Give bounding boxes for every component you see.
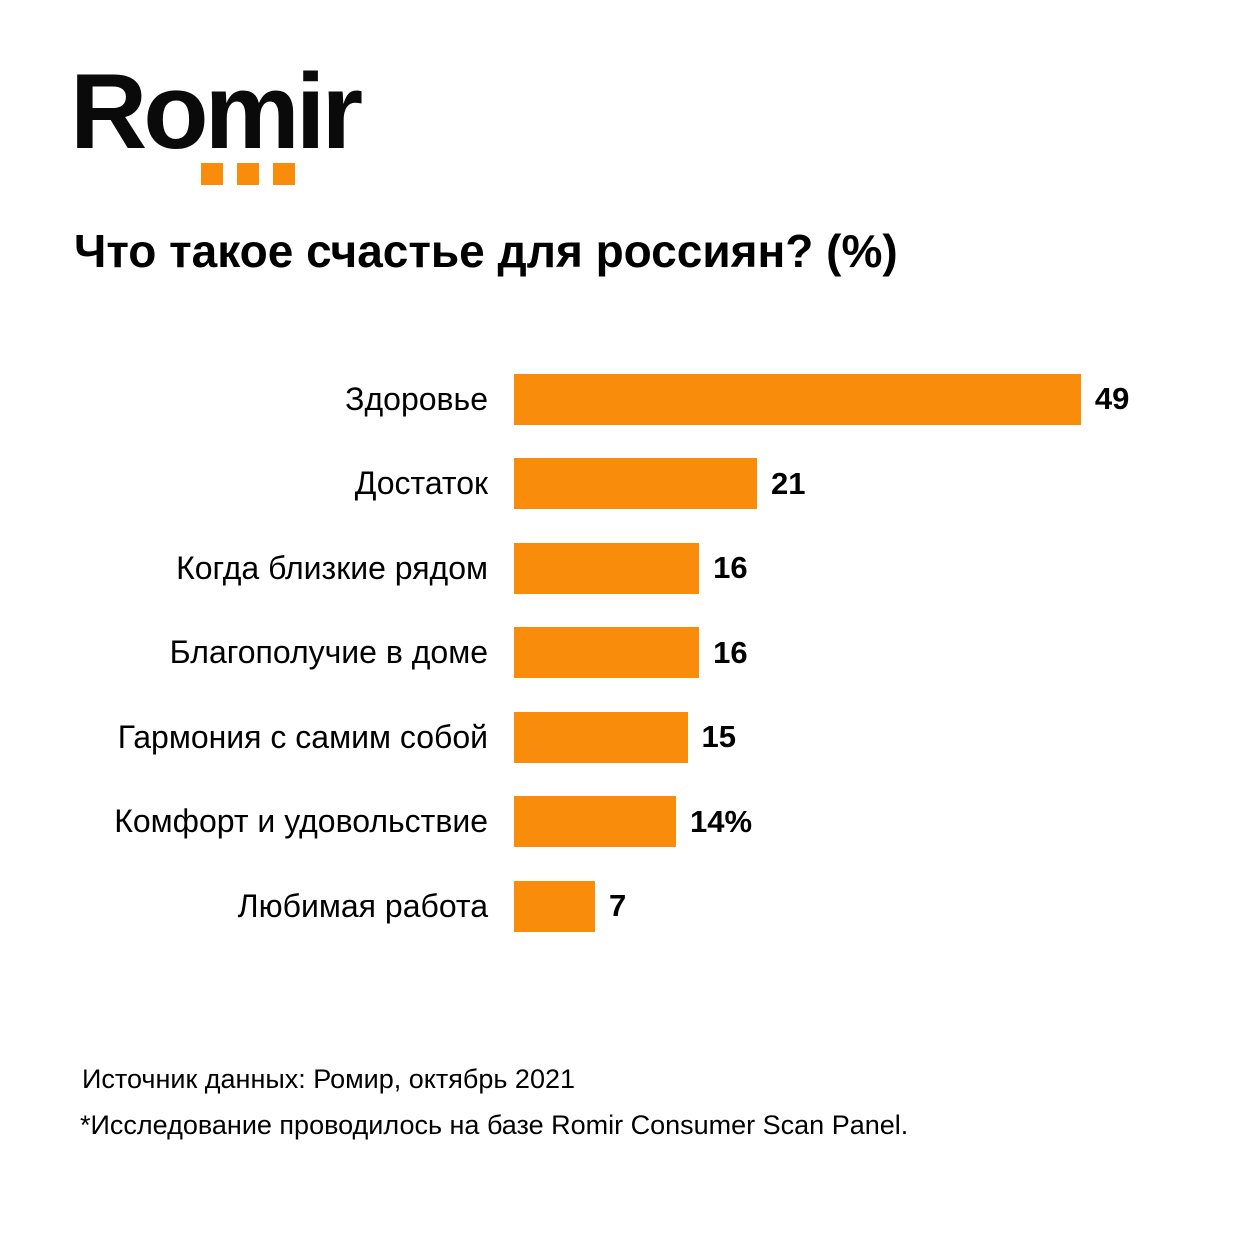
bar-value: 15 [701,719,737,755]
chart-row: Здоровье 49 [0,357,1250,442]
chart-row: Благополучие в доме 16 [0,611,1250,696]
romir-logo: Romir [70,51,363,171]
bar-chart: Здоровье 49 Достаток 21 Когда близкие рядом 1… [0,357,1250,949]
chart-row: Когда близкие рядом 16 [0,526,1250,611]
data-source-text: Источник данных: Ромир, октябрь 2021 [82,1064,576,1094]
bar-label: Любимая работа [237,887,488,924]
logo-dot-icon [201,163,223,185]
bar-value: 16 [713,634,748,670]
bar-label: Здоровье [345,380,488,417]
bar-label: Комфорт и удовольствие [114,803,488,840]
bar-value: 16 [713,550,748,586]
chart-row: Любимая работа 7 [0,864,1250,949]
bar-label: Достаток [354,465,488,502]
bar-value: 7 [608,888,627,924]
bar [514,542,700,594]
chart-row: Гармония с самим собой 15 [0,695,1250,780]
chart-row: Комфорт и удовольствие 14% [0,780,1250,865]
bar [514,880,595,932]
bar-label: Благополучие в доме [169,634,488,671]
footnote-text: *Исследование проводилось на базе Romir … [80,1110,909,1140]
bar [514,373,1081,425]
bar [514,711,688,763]
bar-value: 21 [770,465,806,501]
chart-rows: Здоровье 49 Достаток 21 Когда близкие рядом 1… [0,357,1250,949]
logo-dot-icon [237,163,259,185]
bar-label: Гармония с самим собой [117,718,488,755]
logo-dot-icon [273,163,295,185]
bar [514,458,757,510]
page-title: Что такое счастье для россиян? (%) [74,225,898,277]
bar-value: 49 [1094,381,1130,417]
chart-row: Достаток 21 [0,442,1250,527]
bar-label: Когда близкие рядом [176,549,488,586]
romir-logo-dots [201,163,295,185]
bar [514,627,700,679]
bar [514,796,676,848]
bar-value: 14% [689,803,753,839]
